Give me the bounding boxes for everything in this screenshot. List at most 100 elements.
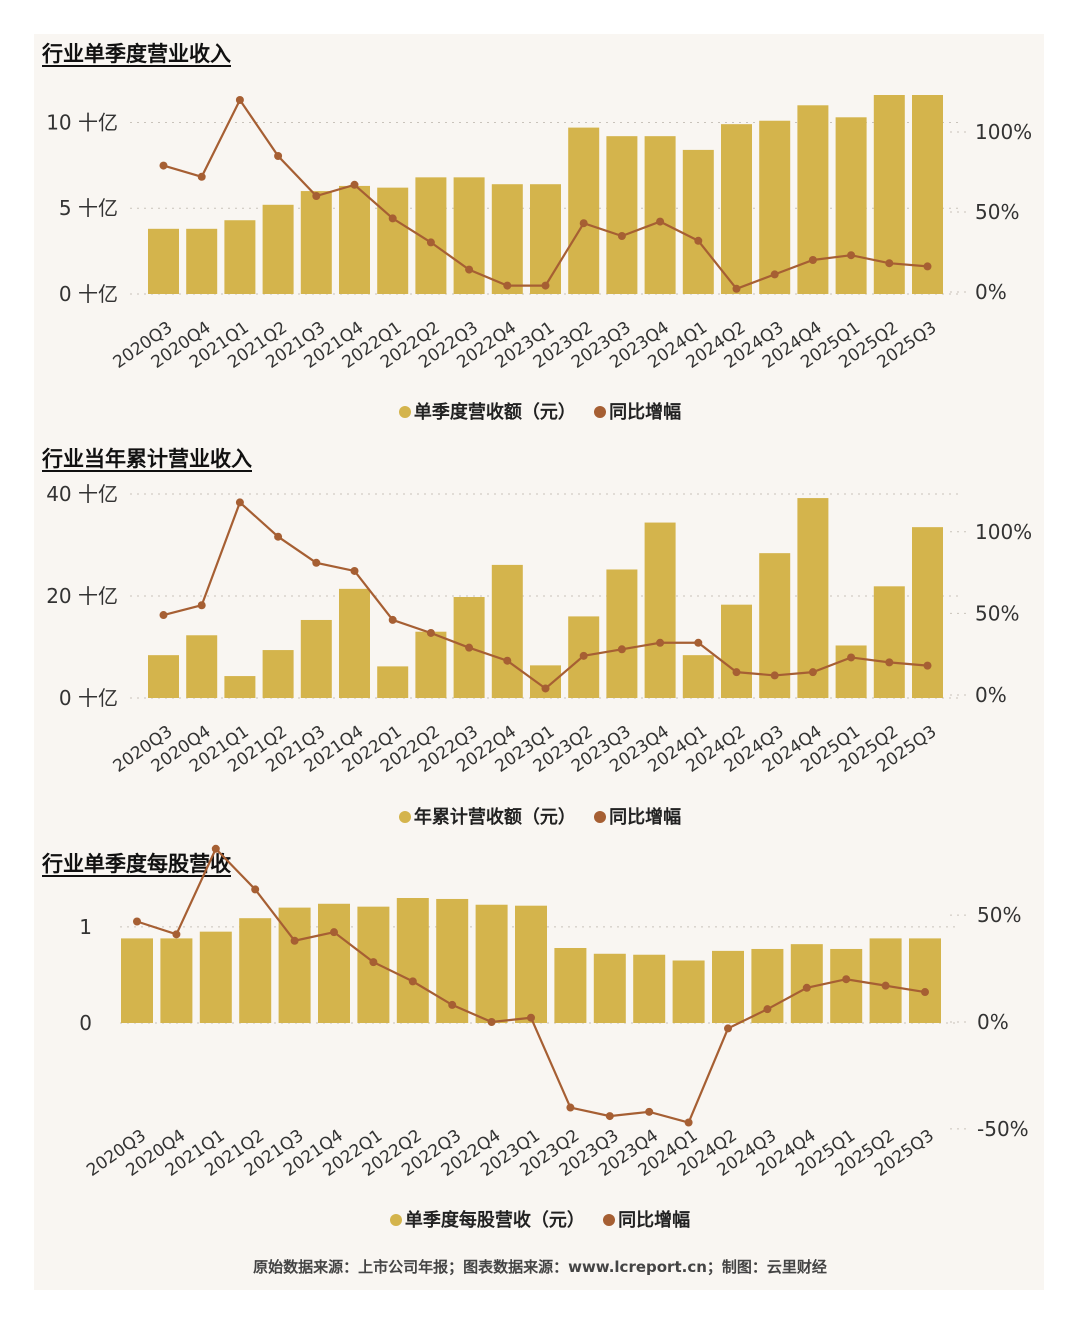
- legend-line-dot: [603, 1214, 616, 1226]
- bar: [239, 918, 272, 1023]
- bar: [568, 127, 600, 295]
- legend-item-bar: 单季度营收额（元）: [398, 398, 576, 424]
- growth-point: [388, 615, 397, 624]
- legend-line-dot: [594, 811, 607, 823]
- bar: [644, 522, 676, 698]
- y-left-tick-label: 5 十亿: [59, 196, 118, 220]
- y-right-tick-label: 50%: [975, 601, 1019, 625]
- growth-point: [448, 1000, 457, 1009]
- y-left-tick-label: 0 十亿: [59, 282, 118, 306]
- growth-point: [923, 262, 932, 271]
- y-right-tick-label: 100%: [975, 120, 1032, 144]
- bar: [759, 120, 791, 294]
- bar: [262, 650, 294, 698]
- y-left-tick-label: 40 十亿: [46, 482, 118, 506]
- growth-point: [842, 975, 851, 984]
- growth-point: [724, 1024, 732, 1033]
- growth-point: [426, 628, 435, 637]
- source-footer: 原始数据来源：上市公司年报；图表数据来源：www.lcreport.cn；制图：…: [253, 1258, 827, 1276]
- y-right-tick-label: 0%: [975, 280, 1007, 304]
- growth-point: [290, 936, 299, 945]
- legend-line-label: 同比增幅: [609, 402, 682, 423]
- growth-point: [274, 532, 283, 541]
- chart2-legend: 年累计营收额（元） 同比增幅: [0, 803, 1080, 829]
- legend-item-line: 同比增幅: [603, 1206, 690, 1232]
- bar: [377, 666, 409, 698]
- growth-point: [808, 668, 817, 677]
- legend-item-bar: 单季度每股营收（元）: [389, 1206, 585, 1232]
- growth-point: [312, 192, 321, 200]
- growth-point: [408, 977, 417, 986]
- bar: [797, 498, 829, 698]
- chart3-plot: 01-50%0%50%2020Q32020Q42021Q12021Q22021Q…: [79, 844, 1029, 1181]
- chart1-title: 行业单季度营业收入: [42, 42, 231, 66]
- bar: [797, 105, 829, 294]
- bar: [475, 904, 508, 1023]
- growth-point: [617, 645, 626, 654]
- growth-point: [885, 259, 894, 268]
- bar: [530, 184, 561, 294]
- bar: [415, 631, 447, 698]
- growth-point: [159, 161, 168, 170]
- bar: [160, 938, 193, 1023]
- legend-bar-label: 单季度每股营收（元）: [404, 1210, 585, 1231]
- bar: [682, 149, 714, 294]
- growth-point: [579, 651, 588, 660]
- bar: [300, 191, 332, 294]
- bar: [712, 950, 744, 1023]
- growth-point: [426, 238, 435, 247]
- bar: [453, 177, 485, 294]
- growth-point: [847, 653, 856, 662]
- growth-point: [350, 180, 359, 189]
- bar: [318, 903, 350, 1023]
- growth-point: [172, 930, 181, 939]
- bar: [644, 136, 676, 294]
- bar: [873, 586, 905, 698]
- growth-point: [617, 232, 626, 240]
- bar: [790, 944, 823, 1023]
- y-right-tick-label: 0%: [975, 683, 1007, 707]
- bar: [606, 136, 638, 294]
- y-right-tick-label: -50%: [977, 1117, 1029, 1141]
- growth-point: [763, 1005, 772, 1014]
- bar: [682, 655, 714, 698]
- bar: [186, 228, 218, 294]
- bar: [148, 655, 179, 698]
- legend-bar-dot: [389, 1214, 402, 1226]
- y-left-tick-label: 10 十亿: [46, 110, 118, 134]
- growth-point: [503, 281, 512, 290]
- growth-point: [465, 265, 474, 274]
- growth-point: [487, 1018, 496, 1026]
- growth-point: [732, 284, 741, 293]
- legend-bar-label: 单季度营收额（元）: [413, 402, 576, 423]
- bar: [912, 95, 943, 294]
- growth-point: [656, 638, 665, 647]
- bar: [491, 564, 523, 698]
- growth-point: [881, 981, 890, 990]
- growth-point: [541, 281, 550, 290]
- legend-line-dot: [594, 406, 607, 418]
- y-right-tick-label: 50%: [977, 903, 1021, 927]
- bar: [262, 204, 294, 294]
- bar: [606, 569, 638, 698]
- growth-point: [645, 1107, 654, 1116]
- bar: [339, 588, 370, 698]
- growth-point: [330, 928, 338, 937]
- growth-point: [770, 270, 779, 279]
- growth-point: [694, 638, 703, 647]
- legend-line-label: 同比增幅: [618, 1210, 691, 1231]
- bar: [869, 938, 902, 1023]
- bar: [721, 124, 752, 294]
- growth-point: [133, 917, 141, 926]
- bar: [835, 645, 867, 698]
- growth-point: [465, 643, 474, 652]
- bar: [199, 931, 232, 1023]
- growth-point: [503, 656, 512, 665]
- bar: [396, 898, 429, 1023]
- growth-point: [350, 566, 359, 575]
- y-right-tick-label: 0%: [977, 1010, 1009, 1034]
- growth-point: [579, 219, 588, 228]
- growth-point: [921, 988, 929, 997]
- growth-point: [885, 658, 894, 667]
